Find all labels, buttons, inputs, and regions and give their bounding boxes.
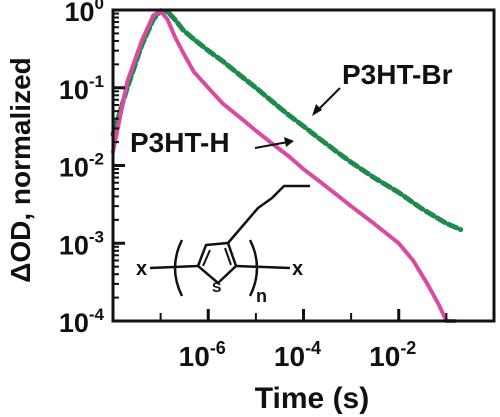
plot-frame: [111, 8, 496, 323]
bracket-right: [248, 239, 259, 297]
hexyl-chain: [227, 184, 310, 244]
bond-right: [235, 264, 291, 270]
repeat-subscript-n: n: [256, 286, 267, 306]
x-tick-label: 10-2: [369, 338, 416, 372]
x-tick-label: 10-4: [274, 338, 321, 372]
annotation-p3ht-br-arrowhead: [312, 104, 322, 116]
series-layer: [110, 8, 464, 323]
y-tick-label: 100: [64, 0, 104, 27]
annotation-p3ht-h: P3HT-H: [130, 127, 294, 158]
sulfur-atom-label: S: [212, 279, 221, 295]
end-group-right: x: [292, 258, 303, 280]
end-group-left: x: [136, 258, 147, 280]
bracket-left: [173, 239, 184, 297]
series-line-p3ht-br: [110, 8, 464, 233]
double-bond-right: [224, 247, 232, 266]
annotation-p3ht-h-arrow: [254, 141, 289, 149]
inset-chemical-structure: S x x n: [136, 184, 310, 306]
y-tick-label: 10-1: [59, 72, 104, 105]
series-line-p3ht-h: [111, 9, 457, 323]
annotation-p3ht-br: P3HT-Br: [312, 59, 453, 116]
annotation-p3ht-h-arrowhead: [284, 137, 294, 147]
annotation-p3ht-h-label: P3HT-H: [130, 127, 230, 158]
thiophene-ring: [196, 241, 238, 285]
y-tick-label: 10-3: [59, 227, 104, 260]
y-tick-label: 10-4: [59, 305, 105, 338]
tick-layer: 100 10-1 10-2 10-3 10-4 10-6 10-4 10-2: [59, 0, 448, 372]
x-tick-label: 10-6: [179, 338, 226, 372]
x-axis-label: Time (s): [255, 382, 369, 415]
double-bond-left: [202, 249, 211, 267]
annotation-p3ht-br-label: P3HT-Br: [342, 59, 453, 90]
y-axis-label: ΔOD, normalized: [5, 57, 36, 283]
y-tick-label: 10-2: [59, 150, 104, 183]
